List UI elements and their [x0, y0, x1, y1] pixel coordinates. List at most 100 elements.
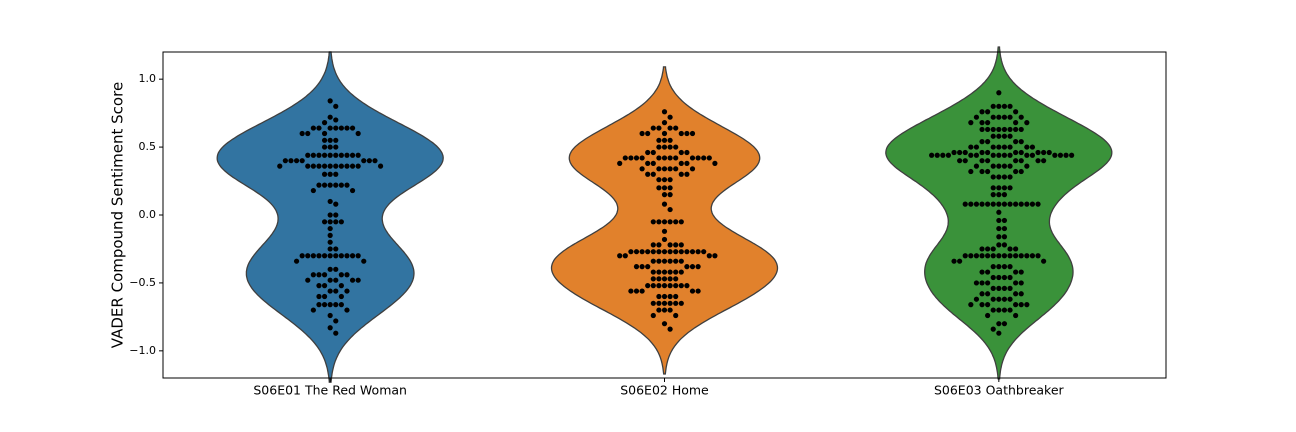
swarm-point	[656, 125, 662, 131]
swarm-point	[985, 280, 991, 286]
swarm-point	[321, 293, 328, 300]
swarm-point	[979, 280, 985, 286]
swarm-point	[656, 155, 662, 161]
swarm-point	[985, 269, 991, 275]
swarm-point	[979, 168, 985, 175]
swarm-point	[1024, 253, 1030, 259]
swarm-point	[1007, 144, 1013, 150]
swarm-point	[1069, 152, 1075, 158]
swarm-point	[1024, 302, 1030, 308]
swarm-point	[366, 158, 372, 164]
swarm-point	[712, 160, 718, 166]
swarm-point	[617, 160, 623, 166]
swarm-point	[1001, 264, 1008, 270]
swarm-point	[333, 182, 339, 188]
swarm-point	[305, 152, 311, 158]
swarm-point	[1013, 139, 1019, 145]
swarm-point	[645, 264, 651, 270]
swarm-point	[684, 149, 690, 156]
swarm-point	[979, 201, 985, 207]
y-tick-label: 0.5	[139, 140, 157, 153]
swarm-point	[678, 300, 684, 306]
swarm-point	[695, 155, 701, 161]
swarm-point	[996, 201, 1002, 207]
swarm-point	[1024, 163, 1030, 169]
swarm-point	[973, 152, 980, 158]
swarm-point	[338, 283, 344, 289]
swarm-point	[673, 219, 679, 225]
swarm-point	[1024, 201, 1030, 207]
swarm-point	[1001, 114, 1008, 120]
swarm-point	[656, 269, 662, 275]
swarm-point	[990, 174, 996, 180]
y-tick-label: −0.5	[129, 276, 156, 289]
swarm-point	[1001, 296, 1008, 302]
swarm-point	[645, 130, 651, 137]
swarm-point	[1035, 158, 1041, 164]
swarm-point	[661, 109, 668, 115]
swarm-point	[667, 307, 673, 313]
swarm-point	[305, 277, 311, 283]
swarm-point	[333, 277, 339, 283]
swarm-point	[628, 155, 634, 161]
swarm-point	[661, 276, 668, 282]
swarm-point	[957, 158, 963, 164]
swarm-point	[973, 253, 980, 259]
swarm-point	[349, 253, 356, 259]
swarm-point	[1007, 274, 1013, 281]
swarm-point	[684, 171, 690, 177]
swarm-point	[934, 152, 940, 158]
swarm-point	[1035, 149, 1041, 156]
swarm-point	[639, 288, 645, 294]
swarm-point	[656, 177, 662, 183]
swarm-point	[349, 277, 356, 283]
swarm-point	[333, 212, 339, 218]
swarm-point	[645, 171, 651, 177]
swarm-point	[1018, 149, 1024, 156]
swarm-point	[656, 144, 662, 150]
swarm-point	[299, 158, 305, 164]
swarm-point	[673, 269, 679, 275]
swarm-point	[996, 185, 1002, 191]
swarm-point	[355, 253, 361, 259]
swarm-point	[996, 242, 1002, 248]
swarm-point	[996, 234, 1002, 240]
swarm-point	[321, 253, 328, 259]
swarm-point	[990, 201, 996, 207]
swarm-point	[673, 293, 679, 300]
swarm-point	[996, 217, 1002, 224]
swarm-point	[639, 249, 645, 255]
swarm-point	[667, 269, 673, 275]
swarm-point	[678, 258, 684, 264]
swarm-point	[684, 130, 690, 137]
swarm-point	[656, 137, 662, 143]
swarm-point	[633, 264, 640, 270]
swarm-point	[985, 291, 991, 297]
swarm-point	[1018, 280, 1024, 286]
swarm-point	[990, 185, 996, 191]
swarm-point	[656, 293, 662, 300]
swarm-point	[656, 307, 662, 313]
swarm-point	[661, 120, 668, 126]
swarm-point	[321, 219, 328, 225]
swarm-point	[1018, 114, 1024, 120]
swarm-point	[1063, 152, 1069, 158]
swarm-point	[661, 283, 668, 289]
swarm-point	[333, 125, 339, 131]
swarm-point	[1024, 144, 1030, 150]
swarm-point	[1007, 201, 1013, 207]
swarm-point	[996, 321, 1002, 327]
swarm-point	[1046, 149, 1052, 156]
swarm-point	[1001, 201, 1008, 207]
swarm-point	[622, 253, 628, 259]
swarm-point	[327, 152, 333, 158]
swarm-point	[673, 166, 679, 172]
swarm-point	[656, 242, 662, 248]
swarm-point	[1007, 307, 1013, 313]
swarm-point	[673, 125, 679, 131]
swarm-point	[1057, 152, 1064, 158]
swarm-point	[310, 163, 316, 169]
swarm-point	[1007, 246, 1013, 252]
swarm-point	[1001, 192, 1008, 198]
swarm-point	[968, 201, 974, 207]
